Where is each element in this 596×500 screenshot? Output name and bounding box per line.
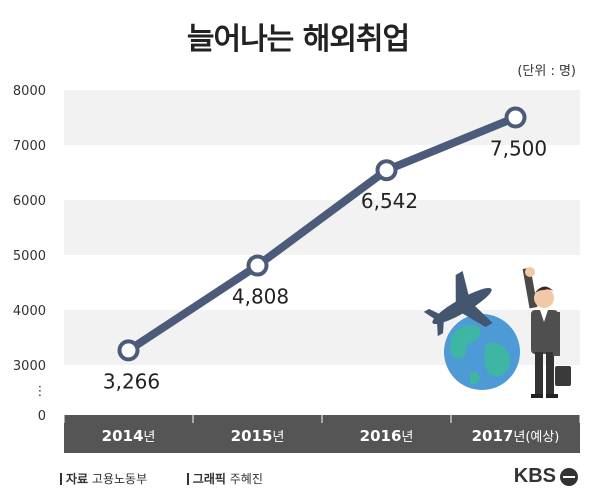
airplane-icon xyxy=(423,271,493,337)
data-point xyxy=(246,254,269,277)
divider-mark xyxy=(186,473,189,485)
y-tick-label: 0 xyxy=(38,409,46,424)
data-label: 4,808 xyxy=(232,285,289,309)
logo-circle-icon xyxy=(560,467,578,486)
kbs-logo: KBS xyxy=(514,465,578,488)
axis-break-mark: ⋮ xyxy=(34,384,47,399)
footer-credits: 자료 고용노동부 그래픽 주혜진 xyxy=(60,470,263,487)
series-line-path xyxy=(124,113,520,355)
graphic-label: 그래픽 xyxy=(192,472,226,486)
data-point xyxy=(375,159,398,182)
y-tick-label: 6000 xyxy=(13,194,46,209)
y-tick-label: 7000 xyxy=(13,139,46,154)
y-tick-label: 8000 xyxy=(13,84,46,99)
data-label: 7,500 xyxy=(490,137,547,161)
x-tick-label: 2017년(예상) xyxy=(472,427,560,445)
y-tick-label: 5000 xyxy=(13,249,46,264)
source-label: 자료 xyxy=(66,472,89,486)
businessman-icon xyxy=(522,267,571,398)
x-tick-label: 2015년 xyxy=(231,427,285,445)
data-label: 3,266 xyxy=(103,369,160,393)
data-point xyxy=(504,106,527,129)
chart-title: 늘어나는 해외취업 xyxy=(186,22,410,57)
source-value: 고용노동부 xyxy=(91,472,148,486)
unit-label: (단위 : 명) xyxy=(517,64,576,79)
grid-band xyxy=(64,90,580,145)
series-line xyxy=(124,113,520,355)
illustration xyxy=(423,267,571,398)
data-points xyxy=(117,106,527,362)
grid-band xyxy=(64,200,580,255)
data-labels: 3,266 4,808 6,542 7,500 xyxy=(103,137,547,394)
y-tick-label: 4000 xyxy=(13,304,46,319)
graphic-value: 주혜진 xyxy=(229,472,263,486)
data-point xyxy=(117,339,140,362)
x-axis: 2014년 2015년 2016년 2017년(예상) xyxy=(63,415,581,453)
divider-mark xyxy=(60,473,62,485)
data-label: 6,542 xyxy=(361,189,418,213)
y-tick-label: 3000 xyxy=(13,359,46,374)
globe-icon xyxy=(444,314,520,390)
x-tick-label: 2016년 xyxy=(360,427,414,445)
x-tick-label: 2014년 xyxy=(102,427,156,445)
y-axis: 8000 7000 6000 5000 4000 3000 0 ⋮ xyxy=(13,84,47,424)
logo-text: KBS xyxy=(513,465,556,487)
